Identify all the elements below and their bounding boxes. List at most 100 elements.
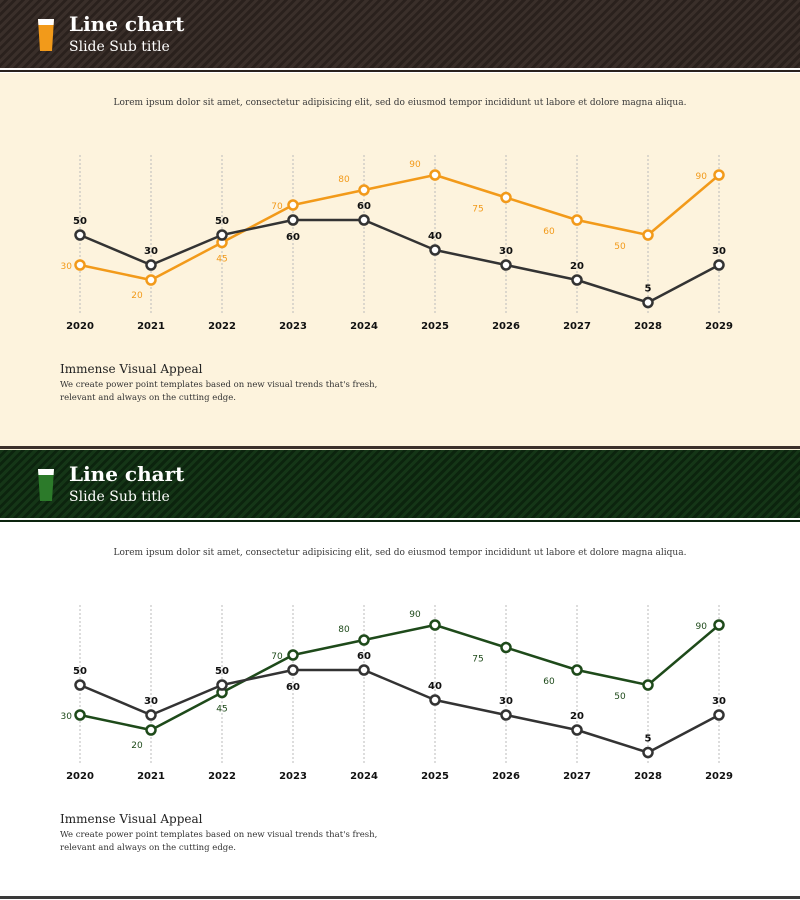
data-label: 20 (570, 711, 584, 722)
x-tick-label: 2027 (563, 771, 591, 782)
x-tick-label: 2029 (705, 321, 733, 332)
data-label: 30 (499, 246, 513, 257)
x-tick-label: 2021 (137, 771, 165, 782)
x-tick-label: 2025 (421, 321, 449, 332)
data-point (500, 641, 512, 654)
data-label: 75 (472, 655, 483, 665)
note-title: Immense Visual Appeal (60, 812, 203, 826)
slide-title: Line chart (69, 12, 185, 36)
data-point (713, 169, 725, 181)
x-tick-label: 2022 (208, 771, 236, 782)
x-tick-label: 2023 (279, 771, 307, 782)
data-point (74, 709, 86, 721)
data-label: 60 (357, 651, 371, 662)
data-point (145, 274, 157, 286)
slide-2: Line chart Slide Sub title Lorem ipsum d… (0, 450, 800, 900)
slide-subtitle: Slide Sub title (69, 489, 170, 505)
data-point (713, 619, 725, 631)
data-point (642, 229, 654, 241)
x-tick-label: 2026 (492, 771, 520, 782)
x-tick-label: 2028 (634, 771, 662, 782)
data-point (358, 634, 370, 646)
data-label: 50 (215, 666, 229, 677)
data-point (287, 649, 299, 661)
x-tick-label: 2024 (350, 321, 378, 332)
slide-1: Line chart Slide Sub title Lorem ipsum d… (0, 0, 800, 450)
beer-glass-icon (38, 19, 54, 51)
data-point (216, 229, 228, 241)
beer-glass-icon (38, 469, 54, 501)
data-label: 70 (271, 652, 283, 662)
data-point (358, 214, 370, 226)
data-label: 90 (696, 622, 708, 632)
lead-text: Lorem ipsum dolor sit amet, consectetur … (113, 548, 687, 558)
data-point (642, 679, 654, 691)
slide-header (0, 450, 800, 518)
data-point (571, 664, 583, 676)
data-label: 60 (286, 232, 300, 243)
data-label: 45 (216, 255, 227, 265)
data-point (74, 679, 86, 691)
lead-text: Lorem ipsum dolor sit amet, consectetur … (113, 98, 687, 108)
data-point (429, 169, 441, 181)
data-label: 75 (472, 205, 483, 215)
data-label: 90 (409, 160, 421, 170)
data-label: 50 (215, 216, 229, 227)
data-label: 30 (712, 246, 726, 257)
line-chart: 2020 2021 2022 2023 2024 2025 2026 2027 2028 2029… (61, 155, 733, 332)
note-title: Immense Visual Appeal (60, 362, 203, 376)
note-body: We create power point templates based on… (60, 830, 378, 853)
data-label: 30 (61, 712, 73, 722)
data-point (642, 296, 654, 309)
data-point (429, 244, 441, 256)
data-point (500, 709, 512, 721)
data-point (500, 191, 512, 204)
data-label: 20 (131, 291, 143, 301)
data-point (74, 259, 86, 271)
data-label: 30 (144, 696, 158, 707)
data-point (74, 229, 86, 241)
series-line (79, 173, 720, 282)
x-tick-label: 2027 (563, 321, 591, 332)
data-label: 30 (712, 696, 726, 707)
data-point (287, 664, 299, 676)
data-label: 50 (614, 692, 626, 702)
data-point (145, 709, 157, 721)
data-point (358, 664, 370, 676)
data-label: 40 (428, 681, 442, 692)
data-point (713, 259, 725, 271)
series-line (79, 623, 720, 732)
x-tick-label: 2028 (634, 321, 662, 332)
data-point (571, 214, 583, 226)
data-label: 30 (61, 262, 73, 272)
data-label: 60 (543, 677, 555, 687)
x-tick-label: 2020 (66, 321, 94, 332)
data-label: 60 (357, 201, 371, 212)
data-label: 45 (216, 705, 227, 715)
data-label: 60 (286, 682, 300, 693)
data-point (145, 724, 157, 736)
x-tick-label: 2026 (492, 321, 520, 332)
slide-title: Line chart (69, 462, 185, 486)
data-point (571, 724, 583, 736)
data-label: 5 (645, 734, 652, 745)
data-label: 30 (499, 696, 513, 707)
x-tick-label: 2029 (705, 771, 733, 782)
series-line (79, 218, 720, 304)
data-label: 30 (144, 246, 158, 257)
x-tick-label: 2021 (137, 321, 165, 332)
data-label: 50 (73, 666, 87, 677)
x-tick-label: 2020 (66, 771, 94, 782)
data-label: 50 (73, 216, 87, 227)
data-label: 80 (338, 625, 350, 635)
data-label: 80 (338, 175, 350, 185)
line-chart: 2020 2021 2022 2023 2024 2025 2026 2027 2028 2029… (61, 605, 733, 782)
data-point (145, 259, 157, 271)
data-point (429, 619, 441, 631)
data-label: 5 (645, 284, 652, 295)
data-label: 20 (570, 261, 584, 272)
data-point (287, 214, 299, 226)
x-tick-label: 2024 (350, 771, 378, 782)
x-tick-label: 2023 (279, 321, 307, 332)
x-tick-label: 2022 (208, 321, 236, 332)
